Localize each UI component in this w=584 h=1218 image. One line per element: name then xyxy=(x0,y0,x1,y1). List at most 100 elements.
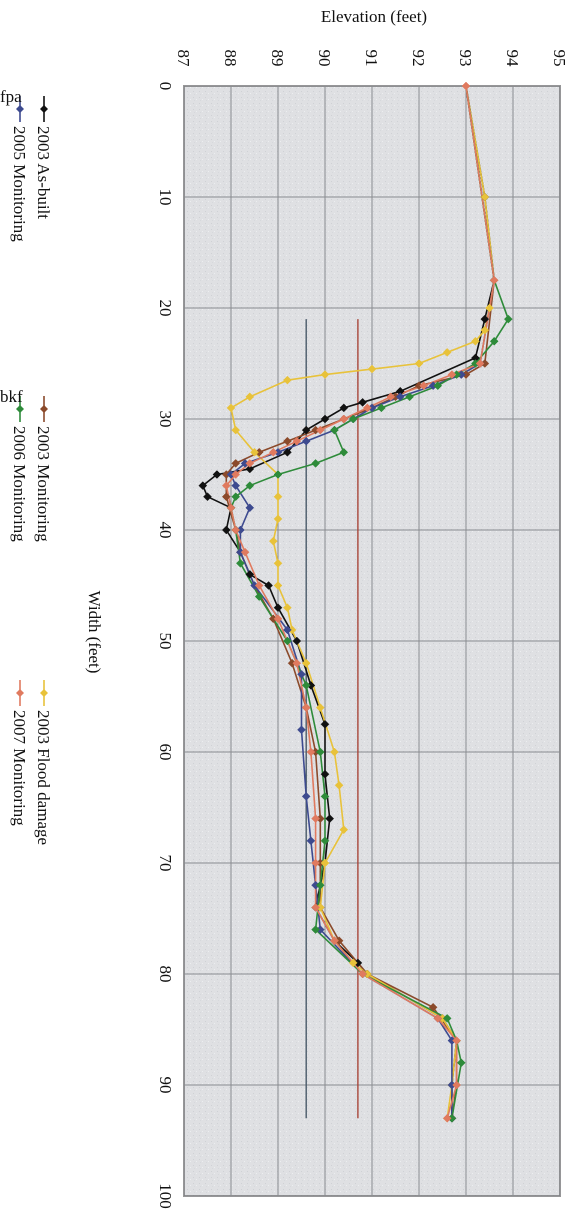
data-point xyxy=(377,403,386,413)
legend-item: 2005 Monitoring xyxy=(10,96,29,242)
data-point xyxy=(480,325,490,335)
y-tick-label: 92 xyxy=(409,50,428,67)
data-point xyxy=(311,814,320,823)
data-point xyxy=(311,858,320,868)
legend-label: 2006 Monitoring xyxy=(10,426,29,542)
x-tick-label: 90 xyxy=(156,1077,175,1094)
data-point xyxy=(433,1014,443,1023)
data-point xyxy=(301,436,311,446)
legend-item: 2003 Flood damage xyxy=(34,680,53,845)
data-point xyxy=(315,703,325,712)
data-point xyxy=(283,603,292,613)
data-point xyxy=(301,703,311,712)
data-point xyxy=(315,747,325,757)
gridlines xyxy=(183,85,561,1197)
data-point xyxy=(461,81,471,91)
legend-item: 2006 Monitoring xyxy=(10,396,29,542)
x-tick-label: 50 xyxy=(156,633,175,650)
data-point xyxy=(268,447,278,457)
data-point xyxy=(339,403,349,413)
data-point xyxy=(301,425,311,435)
x-tick-label: 0 xyxy=(156,82,175,91)
data-point xyxy=(231,525,241,535)
data-point xyxy=(334,780,344,790)
data-point xyxy=(245,459,255,468)
data-point xyxy=(231,459,241,468)
data-point xyxy=(283,625,292,635)
data-point xyxy=(301,792,311,801)
data-point xyxy=(301,681,311,690)
data-point xyxy=(264,581,273,590)
data-point xyxy=(221,492,231,502)
x-tick-label: 70 xyxy=(156,855,175,872)
legend-item: 2003 As-built xyxy=(34,96,53,219)
data-point xyxy=(283,447,292,457)
x-tick-label: 80 xyxy=(156,966,175,983)
data-point xyxy=(245,570,255,579)
data-point xyxy=(489,336,499,346)
legend: 2003 As-built 2003 Monitoring 2003 Flood d… xyxy=(0,87,53,845)
x-axis-ticks: 0 10 20 30 40 50 60 70 80 90 100 xyxy=(156,82,175,1209)
data-point xyxy=(212,470,222,479)
legend-label: 2007 Monitoring xyxy=(10,710,29,826)
legend-marker xyxy=(16,689,24,697)
data-point xyxy=(268,536,278,546)
data-point xyxy=(297,669,306,679)
data-point xyxy=(471,336,480,346)
data-point xyxy=(306,747,316,757)
x-tick-label: 30 xyxy=(156,411,175,428)
data-point xyxy=(442,1113,452,1123)
data-point xyxy=(414,359,424,368)
data-point xyxy=(320,370,330,379)
legend-marker xyxy=(40,105,48,113)
legend-label: bkf xyxy=(0,387,23,406)
data-point xyxy=(320,792,330,801)
data-point xyxy=(301,658,311,668)
y-tick-label: 90 xyxy=(315,50,334,67)
data-point xyxy=(362,403,372,413)
legend-item: 2003 Monitoring xyxy=(34,396,53,542)
data-point xyxy=(297,725,306,735)
y-tick-label: 94 xyxy=(503,50,522,68)
data-point xyxy=(292,658,302,668)
y-axis-ticks: 87 88 89 90 91 92 93 94 95 xyxy=(174,50,569,68)
data-point xyxy=(489,275,499,285)
data-point xyxy=(226,503,236,513)
data-point xyxy=(348,414,358,424)
data-point xyxy=(226,403,236,413)
y-tick-label: 93 xyxy=(456,50,475,67)
x-tick-label: 60 xyxy=(156,744,175,761)
data-point xyxy=(203,492,212,502)
series-line-3 xyxy=(230,85,496,1119)
data-point xyxy=(442,1014,452,1023)
data-point xyxy=(231,470,241,479)
data-point xyxy=(311,903,320,912)
data-markers xyxy=(198,81,513,1123)
data-point xyxy=(405,392,414,402)
legend-marker xyxy=(16,405,24,413)
x-tick-label: 40 xyxy=(156,522,175,539)
data-point xyxy=(442,348,452,357)
data-point xyxy=(452,1036,461,1045)
data-point xyxy=(419,381,429,391)
data-point xyxy=(273,492,283,502)
data-point xyxy=(358,397,367,407)
data-point xyxy=(245,392,255,402)
data-point xyxy=(428,1002,438,1012)
data-point xyxy=(273,514,283,524)
data-point xyxy=(254,592,264,601)
data-point xyxy=(320,719,330,729)
data-point xyxy=(330,425,339,435)
data-point xyxy=(480,192,490,202)
legend-label: 2005 Monitoring xyxy=(10,126,29,242)
data-point xyxy=(221,481,231,490)
data-point xyxy=(447,370,457,379)
data-point xyxy=(485,303,494,313)
data-point xyxy=(245,464,255,474)
data-point xyxy=(283,436,292,446)
data-point xyxy=(231,425,241,435)
data-point xyxy=(330,747,339,757)
data-point xyxy=(315,880,325,890)
data-point xyxy=(292,436,302,446)
legend-item: bkf xyxy=(0,387,23,406)
